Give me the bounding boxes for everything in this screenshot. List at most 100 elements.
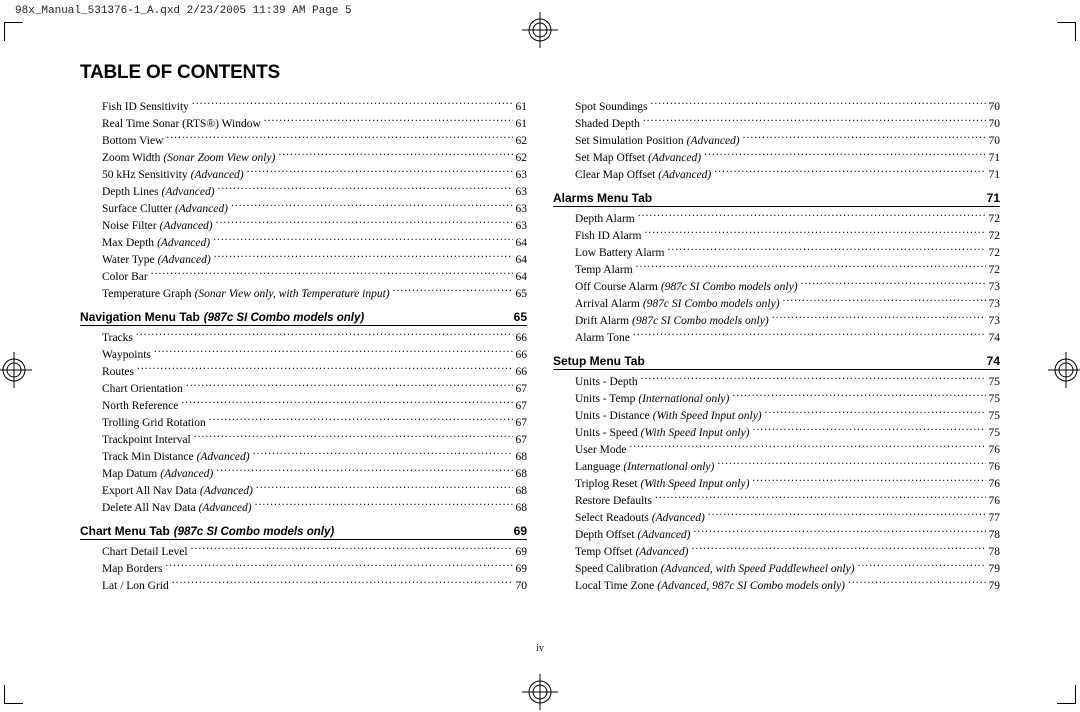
toc-entry-page: 77 [989, 511, 1001, 527]
toc-leader [253, 448, 513, 460]
toc-leader [644, 227, 985, 239]
toc-entry: Triplog Reset (With Speed Input only)76 [553, 475, 1000, 492]
toc-leader [151, 268, 513, 280]
toc-entry-page: 62 [516, 134, 528, 150]
toc-section-heading: Navigation Menu Tab (987c SI Combo model… [80, 310, 527, 326]
toc-entry-page: 67 [516, 399, 528, 415]
toc-section-heading: Alarms Menu Tab71 [553, 191, 1000, 207]
toc-section-qualifier: (987c SI Combo models only) [204, 312, 364, 324]
toc-entry-page: 73 [989, 297, 1001, 313]
crop-mark-tr [1057, 22, 1076, 41]
toc-entry-page: 68 [516, 484, 528, 500]
toc-entry-label: Restore Defaults [575, 494, 652, 510]
toc-entry: Drift Alarm (987c SI Combo models only)7… [553, 312, 1000, 329]
toc-entry-page: 69 [516, 562, 528, 578]
toc-leader [256, 482, 513, 494]
toc-leader [765, 407, 986, 419]
toc-entry-qualifier: (Sonar Zoom View only) [163, 151, 275, 167]
toc-entry-page: 75 [989, 426, 1001, 442]
toc-entry-label: Set Simulation Position [575, 134, 684, 150]
toc-leader [278, 149, 512, 161]
toc-section-page: 69 [514, 524, 527, 538]
toc-leader [643, 115, 986, 127]
toc-entry-page: 66 [516, 331, 528, 347]
toc-entry: Surface Clutter (Advanced)63 [80, 200, 527, 217]
toc-section-heading: Setup Menu Tab74 [553, 354, 1000, 370]
toc-entry-label: Color Bar [102, 270, 148, 286]
toc-entry-qualifier: (Advanced, 987c SI Combo models only) [657, 579, 845, 595]
toc-entry-page: 65 [516, 287, 528, 303]
toc-entry-page: 76 [989, 460, 1001, 476]
toc-entry-page: 72 [989, 212, 1001, 228]
toc-entry: Depth Alarm72 [553, 210, 1000, 227]
toc-entry: Water Type (Advanced)64 [80, 251, 527, 268]
toc-entry-page: 63 [516, 202, 528, 218]
toc-entry: Track Min Distance (Advanced)68 [80, 448, 527, 465]
toc-leader [209, 414, 513, 426]
toc-entry-page: 78 [989, 528, 1001, 544]
toc-entry-page: 63 [516, 219, 528, 235]
toc-leader [216, 217, 513, 229]
toc-entry-page: 75 [989, 409, 1001, 425]
toc-entry: Temp Alarm72 [553, 261, 1000, 278]
toc-entry: Max Depth (Advanced)64 [80, 234, 527, 251]
toc-entry: Map Datum (Advanced)68 [80, 465, 527, 482]
toc-leader [714, 166, 985, 178]
toc-entry-page: 69 [516, 545, 528, 561]
toc-leader [194, 431, 513, 443]
reg-mark-left [0, 350, 34, 390]
toc-entry-qualifier: (With Speed Input only) [653, 409, 762, 425]
toc-leader [641, 373, 986, 385]
toc-entry: Temperature Graph (Sonar View only, with… [80, 285, 527, 302]
toc-entry: Alarm Tone74 [553, 329, 1000, 346]
toc-entry: Color Bar64 [80, 268, 527, 285]
toc-entry: Set Map Offset (Advanced)71 [553, 149, 1000, 166]
toc-entry-label: Depth Lines [102, 185, 159, 201]
toc-entry-label: Temp Alarm [575, 263, 633, 279]
toc-leader [704, 149, 985, 161]
toc-entry-page: 74 [989, 331, 1001, 347]
toc-entry-page: 76 [989, 477, 1001, 493]
toc-entry-label: Waypoints [102, 348, 151, 364]
toc-leader [154, 346, 513, 358]
toc-entry: Depth Lines (Advanced)63 [80, 183, 527, 200]
toc-entry: User Mode76 [553, 441, 1000, 458]
toc-leader [667, 244, 985, 256]
toc-entry-qualifier: (With Speed Input only) [641, 477, 750, 493]
toc-entry-page: 68 [516, 450, 528, 466]
toc-entry: Zoom Width (Sonar Zoom View only)62 [80, 149, 527, 166]
toc-entry-label: Export All Nav Data [102, 484, 197, 500]
toc-section-title: Setup Menu Tab [553, 354, 645, 368]
toc-entry-label: Track Min Distance [102, 450, 194, 466]
toc-entry-qualifier: (Advanced) [635, 545, 688, 561]
crop-mark-br [1057, 685, 1076, 704]
toc-entry: Clear Map Offset (Advanced)71 [553, 166, 1000, 183]
toc-leader [218, 183, 513, 195]
toc-section-qualifier: (987c SI Combo models only) [174, 526, 334, 538]
toc-entry-page: 72 [989, 229, 1001, 245]
toc-entry-label: Chart Orientation [102, 382, 183, 398]
toc-entry-qualifier: (Advanced) [652, 511, 705, 527]
toc-entry-qualifier: (Advanced, with Speed Paddlewheel only) [661, 562, 855, 578]
toc-entry: Fish ID Alarm72 [553, 227, 1000, 244]
toc-leader [655, 492, 986, 504]
toc-entry-qualifier: (Advanced) [199, 501, 252, 517]
toc-entry-label: 50 kHz Sensitivity [102, 168, 188, 184]
toc-entry: Speed Calibration (Advanced, with Speed … [553, 560, 1000, 577]
toc-entry-page: 70 [989, 100, 1001, 116]
toc-leader [192, 98, 513, 110]
toc-entry-page: 61 [516, 117, 528, 133]
toc-entry-page: 63 [516, 185, 528, 201]
toc-leader [752, 475, 985, 487]
toc-leader [255, 499, 513, 511]
toc-entry-label: Units - Distance [575, 409, 650, 425]
toc-section-title: Chart Menu Tab [80, 524, 170, 538]
toc-entry-page: 75 [989, 392, 1001, 408]
toc-leader [166, 132, 512, 144]
toc-entry: Routes66 [80, 363, 527, 380]
toc-entry-label: Units - Speed [575, 426, 638, 442]
toc-entry: Delete All Nav Data (Advanced)68 [80, 499, 527, 516]
toc-entry: Export All Nav Data (Advanced)68 [80, 482, 527, 499]
toc-entry: Chart Orientation67 [80, 380, 527, 397]
crop-mark-bl [4, 685, 23, 704]
